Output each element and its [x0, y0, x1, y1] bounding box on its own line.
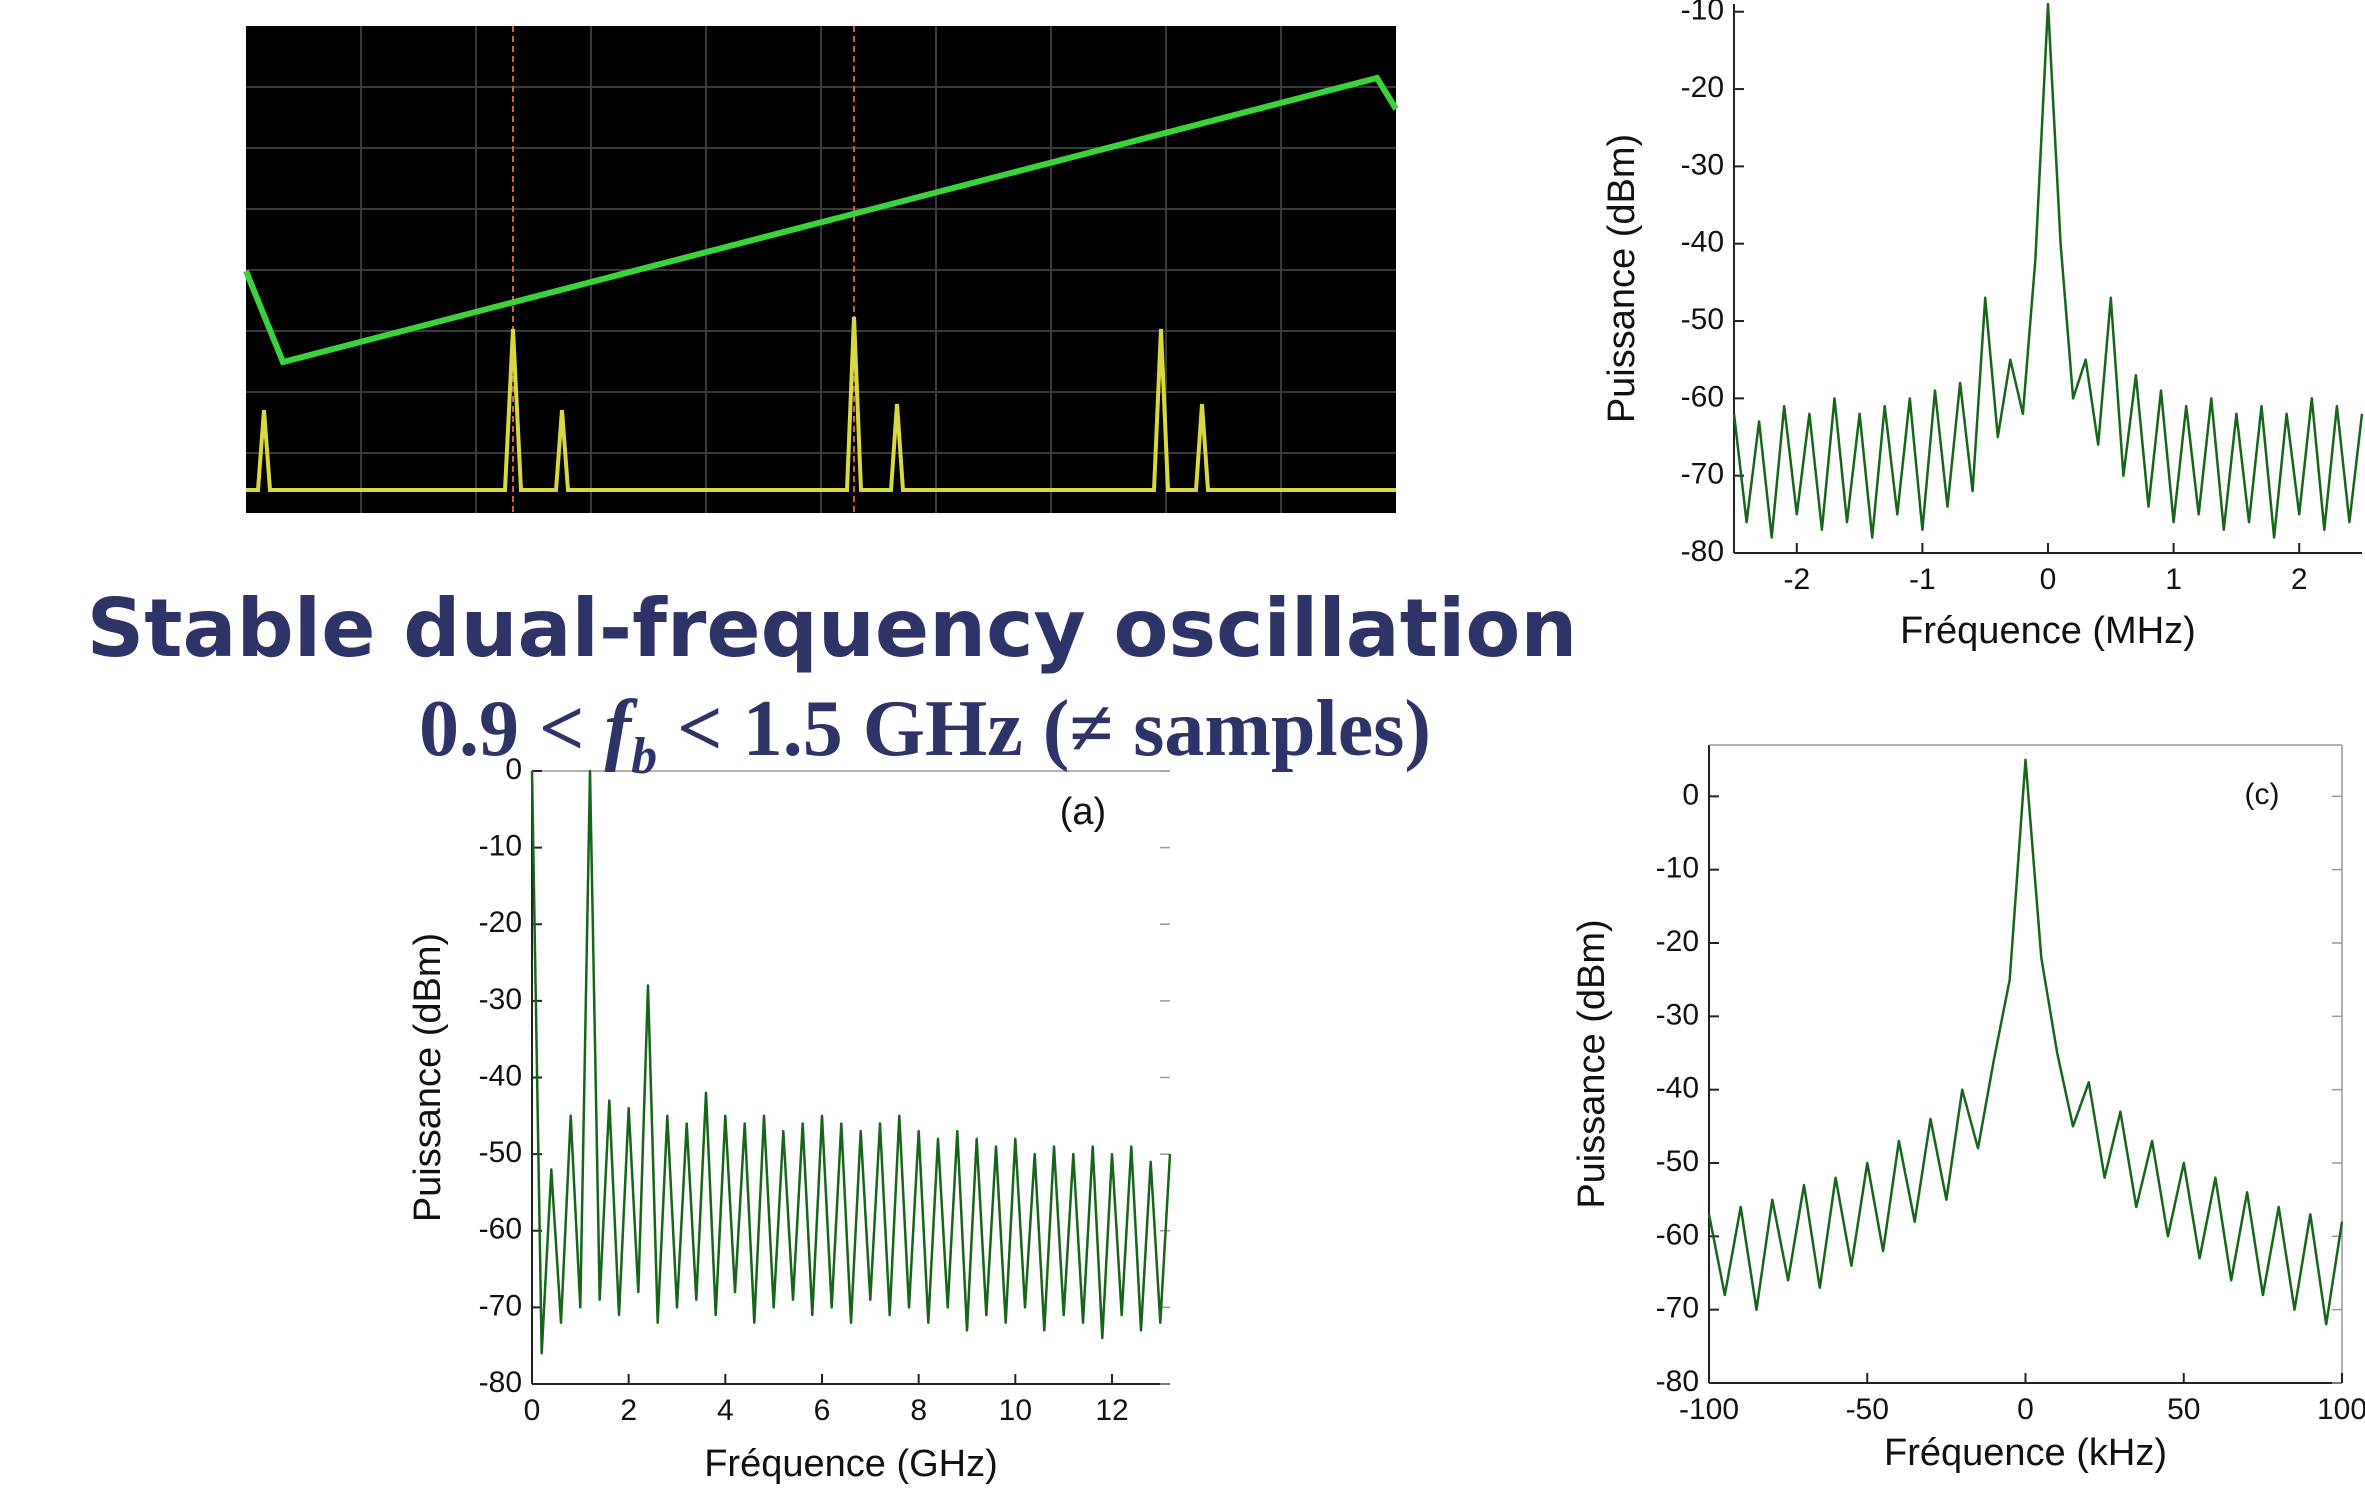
- x-tick-label: 2: [620, 1394, 637, 1427]
- y-tick-label: -30: [1656, 998, 1699, 1031]
- x-tick-label: 2: [2291, 563, 2308, 596]
- spectrum-line: [530, 769, 1172, 1355]
- spectrum-line: [1707, 758, 2344, 1326]
- y-tick-label: -70: [479, 1289, 522, 1322]
- y-tick-label: -80: [1681, 535, 1724, 568]
- scope-spectrum-trace: [246, 316, 1396, 492]
- x-tick-label: 12: [1095, 1394, 1128, 1427]
- x-tick-label: -100: [1679, 1393, 1739, 1426]
- x-tick-label: 0: [2040, 563, 2057, 596]
- x-tick-label: 50: [2167, 1393, 2200, 1426]
- y-tick-label: -80: [1656, 1365, 1699, 1398]
- y-tick-label: -60: [479, 1213, 522, 1246]
- x-axis-label: Fréquence (MHz): [1900, 610, 2196, 652]
- y-tick-label: -60: [1656, 1218, 1699, 1251]
- x-tick-label: 6: [814, 1394, 831, 1427]
- y-tick-label: -10: [1656, 852, 1699, 885]
- slide-subtitle: 0.9 < fb < 1.5 GHz (≠ samples): [419, 685, 1431, 785]
- x-tick-label: 0: [524, 1394, 541, 1427]
- oscilloscope-screen: [243, 26, 1399, 513]
- x-tick-label: 0: [2017, 1393, 2034, 1426]
- x-tick-label: -2: [1783, 563, 1810, 596]
- x-tick-label: 8: [910, 1394, 927, 1427]
- subtitle-subscript: b: [631, 728, 657, 785]
- y-tick-label: -50: [1681, 303, 1724, 336]
- x-axis-label: Fréquence (GHz): [704, 1443, 998, 1485]
- y-tick-label: -50: [479, 1136, 522, 1169]
- y-axis-label: Puissance (dBm): [1571, 919, 1613, 1208]
- x-tick-label: -1: [1909, 563, 1936, 596]
- y-tick-label: -10: [1681, 0, 1724, 27]
- y-tick-label: 0: [1682, 778, 1699, 811]
- y-tick-label: -40: [1656, 1072, 1699, 1105]
- y-tick-label: -20: [1681, 71, 1724, 104]
- x-tick-label: 4: [717, 1394, 734, 1427]
- y-tick-label: 0: [505, 753, 522, 786]
- y-tick-label: -30: [1681, 148, 1724, 181]
- scope-grid: [246, 26, 1396, 513]
- x-axis-label: Fréquence (kHz): [1884, 1432, 2167, 1474]
- y-tick-label: -40: [1681, 226, 1724, 259]
- panel-label: (c): [2245, 778, 2280, 811]
- y-tick-label: -20: [1656, 925, 1699, 958]
- x-tick-label: 100: [2317, 1393, 2365, 1426]
- y-tick-label: -10: [479, 830, 522, 863]
- panel-label: (a): [1060, 791, 1106, 833]
- y-tick-label: -70: [1656, 1292, 1699, 1325]
- x-tick-label: -50: [1846, 1393, 1889, 1426]
- x-tick-label: 1: [2165, 563, 2182, 596]
- subtitle-part: < 1.5 GHz (≠ samples): [657, 685, 1431, 773]
- y-tick-label: -40: [479, 1059, 522, 1092]
- slide-title: Stable dual-frequency oscillation: [87, 582, 1578, 675]
- x-tick-label: 10: [999, 1394, 1032, 1427]
- y-tick-label: -50: [1656, 1145, 1699, 1178]
- y-tick-label: -20: [479, 906, 522, 939]
- y-tick-label: -80: [479, 1366, 522, 1399]
- y-tick-label: -60: [1681, 380, 1724, 413]
- y-axis-label: Puissance (dBm): [1601, 134, 1643, 423]
- y-tick-label: -30: [479, 983, 522, 1016]
- scope-ramp-trace: [243, 74, 1399, 366]
- y-axis-label: Puissance (dBm): [407, 933, 449, 1222]
- y-tick-label: -70: [1681, 458, 1724, 491]
- subtitle-part: 0.9 <: [419, 685, 605, 773]
- spectrum-line: [1732, 2, 2364, 539]
